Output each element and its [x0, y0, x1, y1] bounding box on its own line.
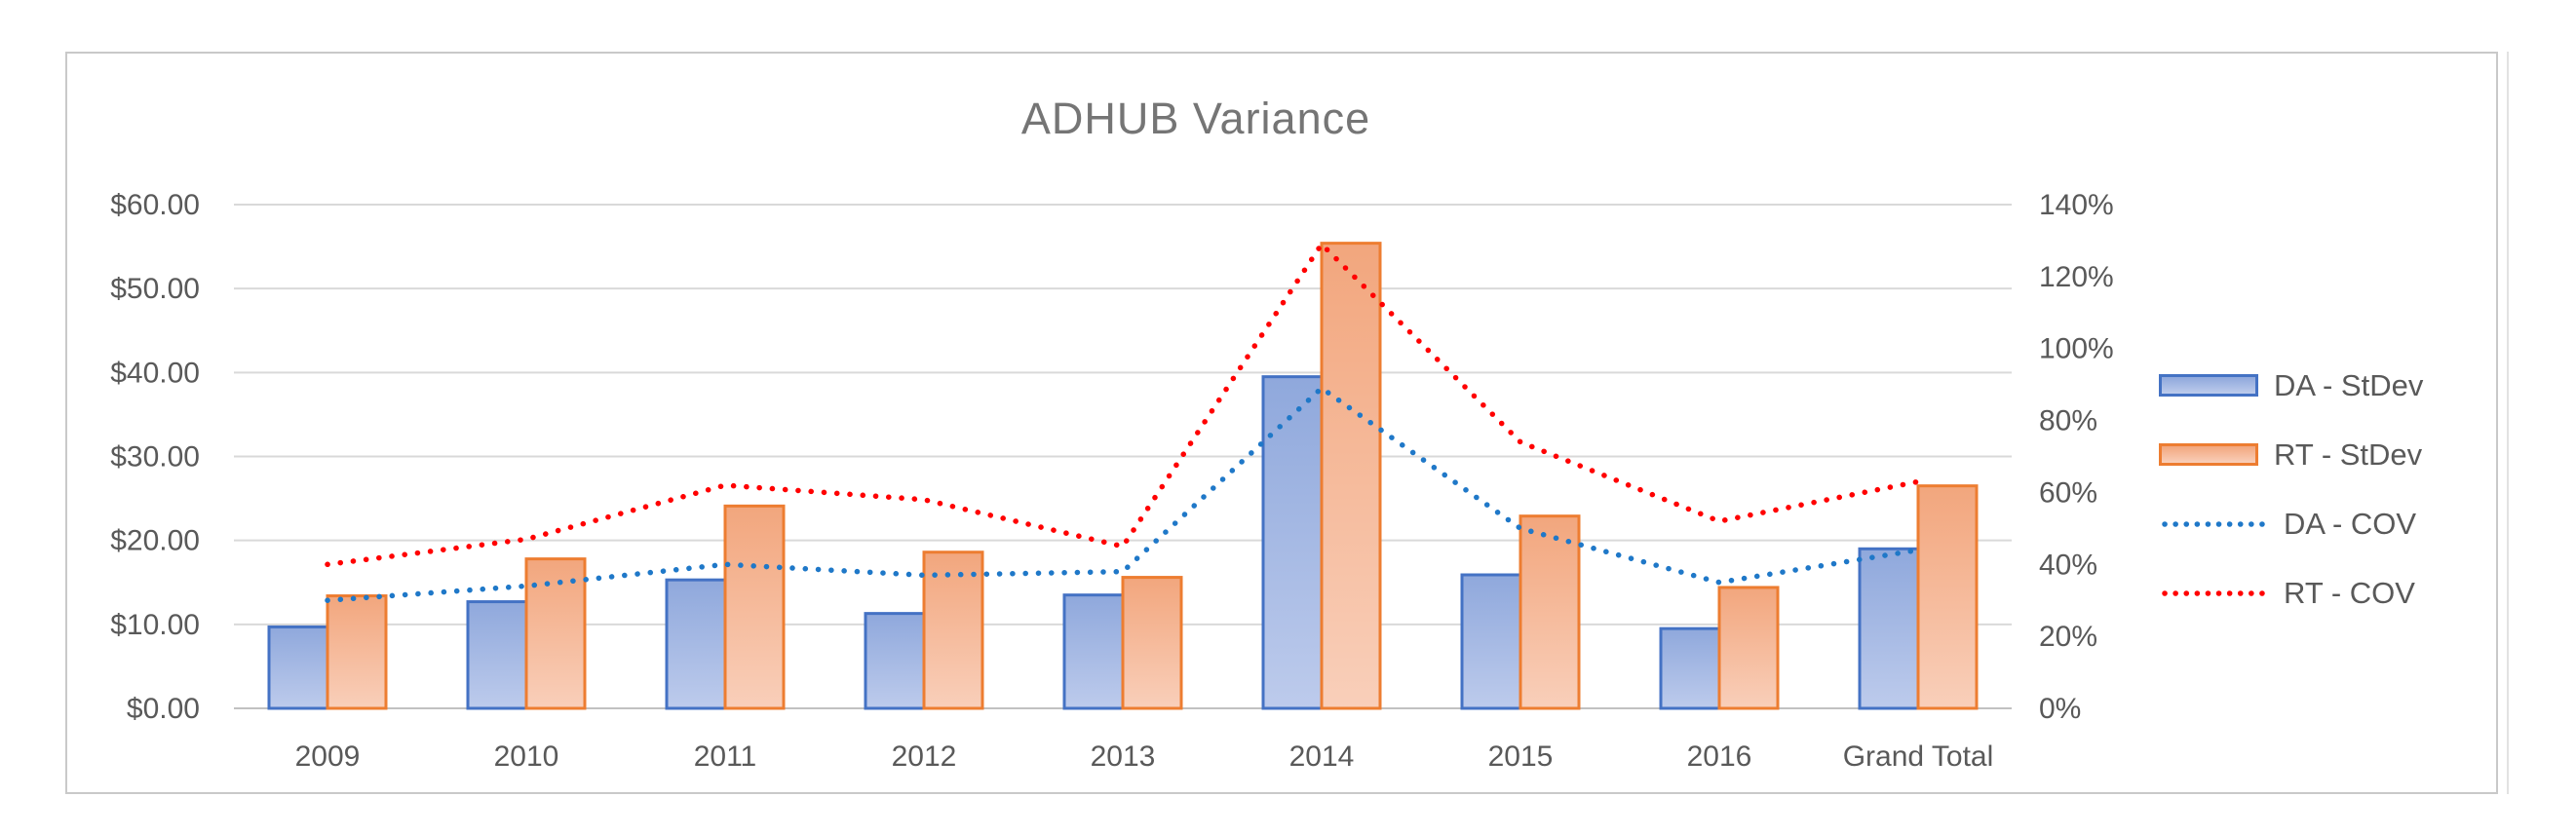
da-stdev-bar-2009[interactable] — [267, 625, 329, 710]
right-axis-tick-label: 100% — [2039, 333, 2114, 365]
left-axis-tick-label: $30.00 — [110, 441, 200, 474]
right-axis-tick-label: 120% — [2039, 261, 2114, 293]
legend-label: DA - COV — [2284, 506, 2417, 541]
da-stdev-bar-series[interactable] — [267, 375, 1920, 710]
left-axis-tick-label: $60.00 — [110, 189, 200, 221]
rt-cov-dotted-line-icon — [2162, 589, 2273, 596]
right-axis-tick-label: 140% — [2039, 189, 2114, 221]
rt-cov-line-series[interactable] — [325, 240, 1921, 568]
legend-item-rt-cov[interactable]: RT - COV — [2159, 558, 2568, 627]
right-axis-tick-label: 60% — [2039, 476, 2097, 509]
x-axis-category-label: Grand Total — [1843, 740, 1994, 773]
rt-stdev-bar-Grand Total[interactable] — [1916, 484, 1979, 710]
left-axis-tick-label: $50.00 — [110, 273, 200, 305]
right-axis-tick-label: 0% — [2039, 693, 2081, 725]
left-axis-labels: $60.00 $50.00 $40.00 $30.00 $20.00 $10.00 $0.0… — [110, 189, 200, 725]
da-stdev-bar-2013[interactable] — [1062, 593, 1125, 710]
right-axis-labels: 140% 120% 100% 80% 60% 40% 20% 0% — [2039, 189, 2114, 725]
left-axis-tick-label: $20.00 — [110, 525, 200, 557]
panel-edge-line — [2507, 52, 2509, 794]
legend-label: RT - StDev — [2274, 436, 2423, 472]
rt-cov-dotted-line[interactable] — [325, 240, 1921, 568]
da-stdev-bar-2016[interactable] — [1659, 626, 1721, 710]
rt-stdev-bar-2016[interactable] — [1717, 586, 1780, 710]
da-stdev-swatch-icon — [2159, 374, 2258, 397]
da-stdev-bar-2014[interactable] — [1261, 375, 1324, 710]
da-stdev-bar-2010[interactable] — [466, 600, 528, 710]
x-axis-category-label: 2013 — [1091, 740, 1156, 773]
legend-label: RT - COV — [2284, 575, 2415, 610]
rt-stdev-bar-2015[interactable] — [1519, 514, 1581, 710]
rt-stdev-bar-2011[interactable] — [723, 504, 786, 710]
legend-item-da-stdev[interactable]: DA - StDev — [2159, 351, 2568, 420]
x-axis-labels: 2009 2010 2011 2012 2013 2014 2015 2016 Grand To… — [295, 740, 1994, 773]
rt-stdev-bar-2009[interactable] — [326, 594, 388, 710]
x-axis-category-label: 2009 — [295, 740, 361, 773]
da-stdev-bar-2011[interactable] — [665, 578, 727, 710]
right-axis-tick-label: 80% — [2039, 405, 2097, 437]
chart-title[interactable]: ADHUB Variance — [1020, 94, 1371, 143]
rt-stdev-bar-series[interactable] — [326, 242, 1979, 710]
rt-stdev-bar-2010[interactable] — [524, 557, 587, 710]
da-cov-dotted-line-icon — [2162, 520, 2273, 527]
rt-stdev-bar-2013[interactable] — [1121, 576, 1183, 710]
legend-item-da-cov[interactable]: DA - COV — [2159, 489, 2568, 558]
x-axis-category-label: 2016 — [1687, 740, 1752, 773]
left-axis-tick-label: $40.00 — [110, 357, 200, 389]
x-axis-category-label: 2012 — [892, 740, 957, 773]
da-stdev-bar-2015[interactable] — [1460, 573, 1522, 710]
da-stdev-bar-Grand Total[interactable] — [1858, 547, 1920, 710]
chart-legend: DA - StDev RT - StDev DA - COV RT - COV — [2159, 351, 2568, 627]
legend-label: DA - StDev — [2274, 367, 2424, 402]
left-axis-tick-label: $0.00 — [127, 693, 200, 725]
right-axis-tick-label: 20% — [2039, 621, 2097, 653]
right-axis-tick-label: 40% — [2039, 549, 2097, 581]
rt-stdev-bar-2014[interactable] — [1320, 242, 1382, 710]
da-stdev-bar-2012[interactable] — [864, 612, 926, 710]
x-axis-category-label: 2010 — [494, 740, 559, 773]
x-axis-category-label: 2011 — [694, 740, 757, 773]
x-axis-category-label: 2015 — [1488, 740, 1554, 773]
rt-stdev-swatch-icon — [2159, 443, 2258, 466]
x-axis-category-label: 2014 — [1289, 740, 1355, 773]
legend-item-rt-stdev[interactable]: RT - StDev — [2159, 420, 2568, 489]
left-axis-tick-label: $10.00 — [110, 609, 200, 641]
rt-stdev-bar-2012[interactable] — [922, 550, 984, 710]
